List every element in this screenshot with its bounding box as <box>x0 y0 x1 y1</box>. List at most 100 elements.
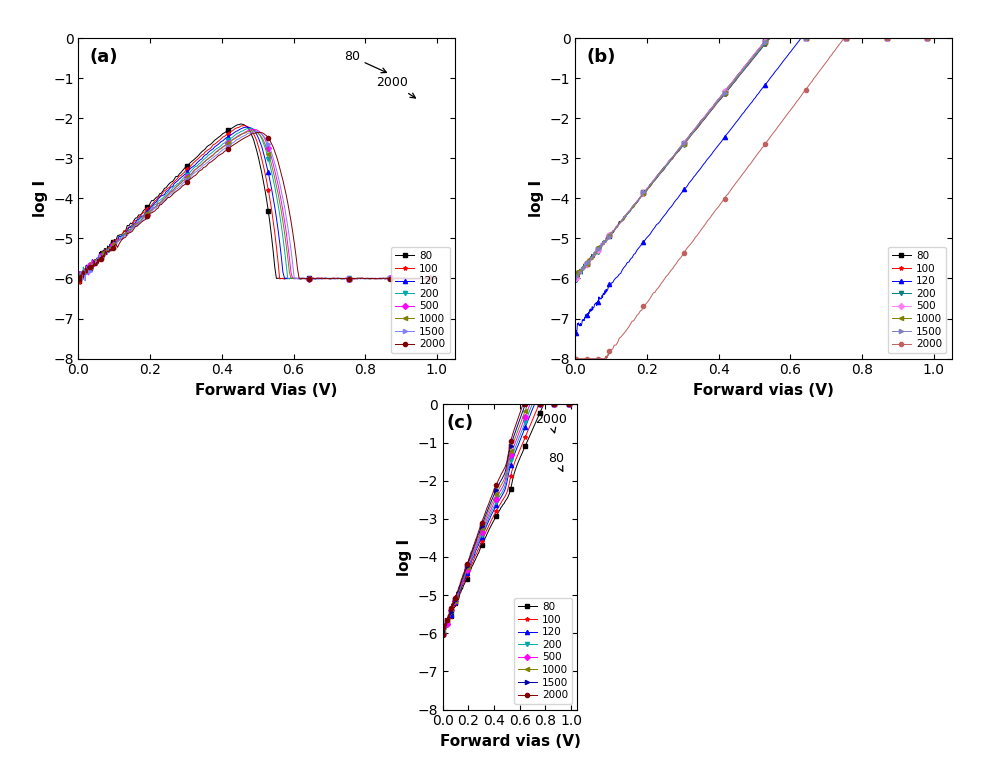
80 <box>928 34 940 43</box>
2000 <box>538 400 549 409</box>
80 <box>439 630 450 639</box>
Text: (c): (c) <box>446 414 474 432</box>
2000 <box>518 400 530 409</box>
500 <box>431 274 442 283</box>
2000 <box>503 446 515 455</box>
1000 <box>92 254 104 263</box>
500 <box>754 43 766 52</box>
Text: 80: 80 <box>343 50 387 72</box>
1500 <box>261 136 273 145</box>
200 <box>503 462 515 471</box>
100 <box>431 274 442 283</box>
80 <box>261 196 273 205</box>
100 <box>590 249 601 258</box>
120 <box>431 274 442 283</box>
100 <box>534 400 545 409</box>
120 <box>850 34 861 43</box>
1000 <box>496 479 508 488</box>
200 <box>693 121 704 130</box>
80 <box>93 253 105 262</box>
500 <box>693 119 704 128</box>
120 <box>565 400 577 409</box>
Legend: 80, 100, 120, 200, 500, 1000, 1500, 2000: 80, 100, 120, 200, 500, 1000, 1500, 2000 <box>888 247 947 353</box>
100 <box>928 34 940 43</box>
1500 <box>538 400 549 409</box>
1500 <box>358 274 370 283</box>
Y-axis label: log I: log I <box>397 539 412 575</box>
1500 <box>249 127 261 137</box>
2000 <box>74 275 85 285</box>
2000 <box>495 469 507 478</box>
2000 <box>565 400 577 409</box>
1500 <box>444 610 456 620</box>
80 <box>756 40 768 50</box>
500 <box>443 610 455 619</box>
1000 <box>854 34 866 43</box>
500 <box>437 629 448 639</box>
80 <box>358 274 370 283</box>
Line: 80: 80 <box>440 402 573 636</box>
120 <box>358 274 370 283</box>
100 <box>92 256 104 266</box>
120 <box>529 400 541 409</box>
X-axis label: Forward vias (V): Forward vias (V) <box>439 734 581 749</box>
200 <box>481 517 492 526</box>
200 <box>539 400 550 409</box>
80 <box>540 400 551 409</box>
1500 <box>93 257 105 266</box>
1500 <box>431 274 442 283</box>
200 <box>570 275 582 285</box>
Text: (b): (b) <box>587 48 616 66</box>
100 <box>695 120 706 129</box>
2000 <box>355 274 367 283</box>
Text: (a): (a) <box>90 48 119 66</box>
1000 <box>236 129 248 138</box>
Line: 100: 100 <box>440 402 573 636</box>
1000 <box>570 267 582 276</box>
Text: 80: 80 <box>548 452 564 472</box>
100 <box>756 43 768 53</box>
80 <box>239 121 251 130</box>
500 <box>259 135 271 144</box>
80 <box>437 629 448 638</box>
1000 <box>196 160 208 169</box>
80 <box>695 118 706 127</box>
Line: 120: 120 <box>440 402 573 636</box>
2000 <box>431 274 442 283</box>
80 <box>73 276 84 285</box>
1500 <box>571 275 583 284</box>
200 <box>853 34 865 43</box>
500 <box>565 400 577 409</box>
1500 <box>570 271 582 280</box>
120 <box>503 465 515 474</box>
1000 <box>538 400 549 409</box>
200 <box>495 488 507 497</box>
200 <box>850 34 861 43</box>
200 <box>355 274 367 283</box>
Line: 1500: 1500 <box>574 36 936 282</box>
200 <box>431 274 442 283</box>
Y-axis label: log I: log I <box>32 180 47 217</box>
1500 <box>482 506 493 515</box>
X-axis label: Forward vias (V): Forward vias (V) <box>693 383 834 398</box>
120 <box>238 123 250 132</box>
1000 <box>365 275 377 284</box>
100 <box>439 629 450 639</box>
1000 <box>356 274 368 283</box>
500 <box>853 34 865 43</box>
500 <box>249 125 261 134</box>
80 <box>431 274 442 283</box>
80 <box>590 247 601 256</box>
100 <box>765 34 777 43</box>
1500 <box>496 475 508 484</box>
1500 <box>854 34 866 43</box>
80 <box>565 400 577 409</box>
1500 <box>503 446 515 455</box>
200 <box>93 255 105 264</box>
200 <box>764 34 776 43</box>
100 <box>735 69 747 79</box>
Line: 1500: 1500 <box>440 402 573 636</box>
100 <box>353 274 365 283</box>
100 <box>565 400 577 409</box>
1000 <box>444 609 456 618</box>
